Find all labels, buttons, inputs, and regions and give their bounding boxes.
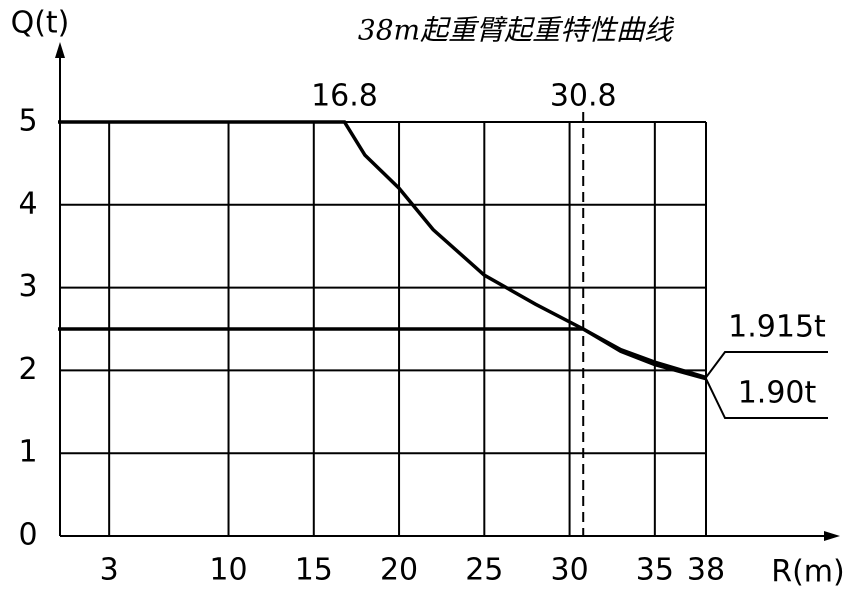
series-line	[58, 120, 707, 380]
y-tick-label: 3	[18, 269, 37, 304]
y-axis-label: Q(t)	[11, 6, 70, 41]
leader-line	[705, 351, 828, 379]
y-tick-label: 1	[18, 435, 37, 470]
x-tick-label: 3	[100, 553, 119, 588]
chart-title: 38m起重臂起重特性曲线	[358, 14, 675, 47]
y-tick-label: 4	[18, 186, 37, 221]
x-tick-label: 30	[550, 553, 588, 588]
x-tick-label: 25	[465, 553, 503, 588]
x-tick-label: 35	[636, 553, 674, 588]
x-axis-label: R(m)	[771, 555, 844, 590]
x-tick-label: 15	[295, 553, 333, 588]
series-line	[58, 327, 707, 381]
marker-label: 16.8	[311, 79, 378, 114]
y-tick-label: 5	[18, 104, 37, 139]
end-label: 1.90t	[738, 376, 817, 411]
x-tick-label: 38	[687, 553, 725, 588]
x-arrow	[824, 531, 840, 541]
x-tick-label: 20	[380, 553, 418, 588]
y-arrow	[55, 42, 65, 58]
y-tick-label: 0	[18, 518, 37, 553]
y-tick-label: 2	[18, 352, 37, 387]
end-label: 1.915t	[728, 310, 826, 345]
x-tick-label: 10	[209, 553, 247, 588]
marker-label: 30.8	[550, 79, 617, 114]
leader-line	[705, 378, 828, 419]
